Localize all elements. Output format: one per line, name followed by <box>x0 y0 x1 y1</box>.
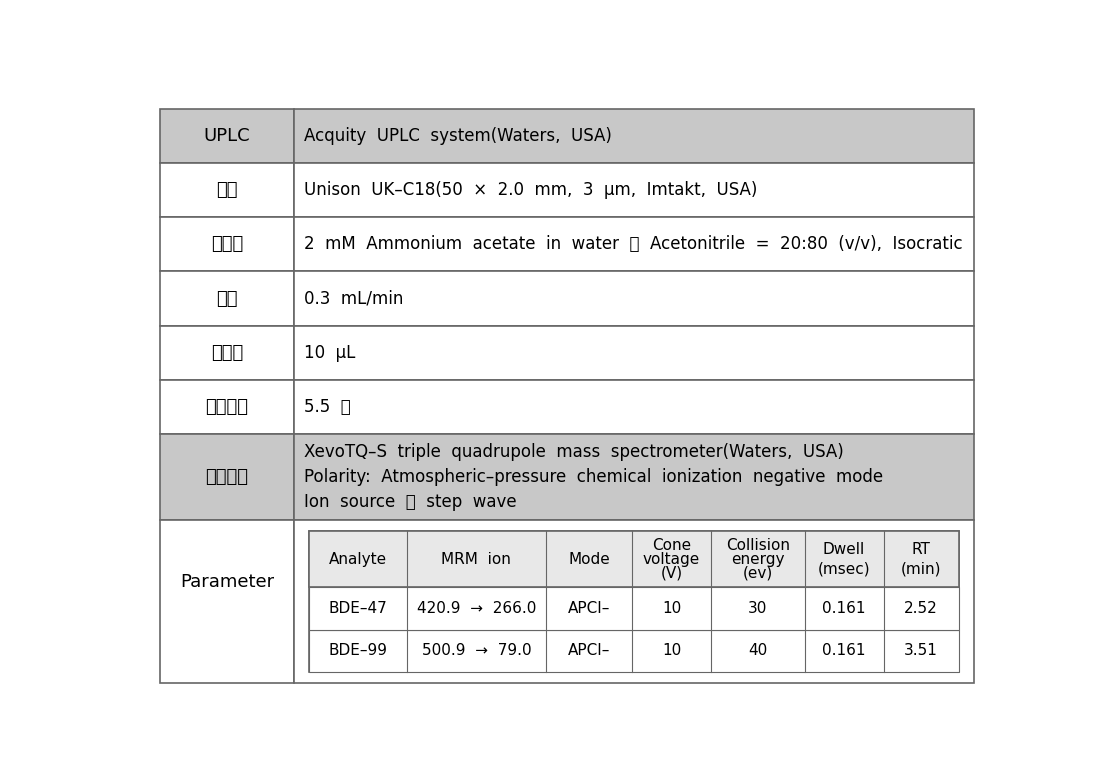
Text: Ion  source  ：  step  wave: Ion source ： step wave <box>304 493 517 511</box>
Text: 30: 30 <box>748 601 768 616</box>
Bar <box>294 271 974 325</box>
Text: 0.3  mL/min: 0.3 mL/min <box>304 289 404 307</box>
Text: 40: 40 <box>748 643 768 659</box>
Bar <box>294 379 974 434</box>
Text: RT: RT <box>911 543 930 557</box>
Text: 10: 10 <box>661 643 681 659</box>
Bar <box>310 532 959 587</box>
Bar <box>294 109 974 163</box>
Text: Unison  UK–C18(50  ×  2.0  mm,  3  μm,  Imtakt,  USA): Unison UK–C18(50 × 2.0 mm, 3 μm, Imtakt,… <box>304 181 758 199</box>
Text: 500.9  →  79.0: 500.9 → 79.0 <box>421 643 531 659</box>
Bar <box>159 271 294 325</box>
Bar <box>294 325 974 379</box>
Text: (msec): (msec) <box>817 561 870 576</box>
Text: (ev): (ev) <box>743 566 773 581</box>
Text: 0.161: 0.161 <box>823 643 866 659</box>
Bar <box>159 109 294 163</box>
Bar <box>310 532 959 672</box>
Bar <box>294 217 974 271</box>
Text: energy: energy <box>731 552 784 567</box>
Bar <box>294 521 974 683</box>
Text: 분석시간: 분석시간 <box>206 397 249 416</box>
Text: (min): (min) <box>900 561 941 576</box>
Text: 10: 10 <box>661 601 681 616</box>
Bar <box>310 587 959 630</box>
Text: Mode: Mode <box>568 552 609 567</box>
Text: Collision: Collision <box>726 538 790 553</box>
Text: Polarity:  Atmospheric–pressure  chemical  ionization  negative  mode: Polarity: Atmospheric–pressure chemical … <box>304 468 884 486</box>
Bar <box>310 630 959 672</box>
Text: APCI–: APCI– <box>567 601 611 616</box>
Text: Analyte: Analyte <box>330 552 387 567</box>
Text: BDE–99: BDE–99 <box>328 643 388 659</box>
Bar <box>294 163 974 217</box>
Bar <box>159 521 294 683</box>
Bar <box>159 163 294 217</box>
Text: Acquity  UPLC  system(Waters,  USA): Acquity UPLC system(Waters, USA) <box>304 127 613 145</box>
Text: BDE–47: BDE–47 <box>328 601 387 616</box>
Text: 2.52: 2.52 <box>904 601 938 616</box>
Text: 10  μL: 10 μL <box>304 343 356 361</box>
Text: 3.51: 3.51 <box>904 643 938 659</box>
Text: 유속: 유속 <box>216 289 238 307</box>
Text: 2  mM  Ammonium  acetate  in  water  ：  Acetonitrile  =  20:80  (v/v),  Isocrati: 2 mM Ammonium acetate in water ： Acetoni… <box>304 235 963 253</box>
Text: UPLC: UPLC <box>204 127 250 145</box>
Text: 420.9  →  266.0: 420.9 → 266.0 <box>417 601 536 616</box>
Text: 이동상: 이동상 <box>211 235 243 253</box>
Text: MRM  ion: MRM ion <box>441 552 511 567</box>
Text: (V): (V) <box>660 566 682 581</box>
Text: voltage: voltage <box>643 552 700 567</box>
Text: Cone: Cone <box>651 538 691 553</box>
Bar <box>159 217 294 271</box>
Bar <box>294 434 974 521</box>
Text: 5.5  분: 5.5 분 <box>304 397 351 416</box>
Text: APCI–: APCI– <box>567 643 611 659</box>
Text: 주입량: 주입량 <box>211 343 243 361</box>
Bar <box>159 434 294 521</box>
Text: Parameter: Parameter <box>180 573 274 591</box>
Text: 0.161: 0.161 <box>823 601 866 616</box>
Text: 콜럼: 콜럼 <box>216 181 238 199</box>
Text: 검출기기: 검출기기 <box>206 468 249 486</box>
Text: Dwell: Dwell <box>823 543 865 557</box>
Text: XevoTQ–S  triple  quadrupole  mass  spectrometer(Waters,  USA): XevoTQ–S triple quadrupole mass spectrom… <box>304 443 844 461</box>
Bar <box>159 325 294 379</box>
Bar <box>159 379 294 434</box>
